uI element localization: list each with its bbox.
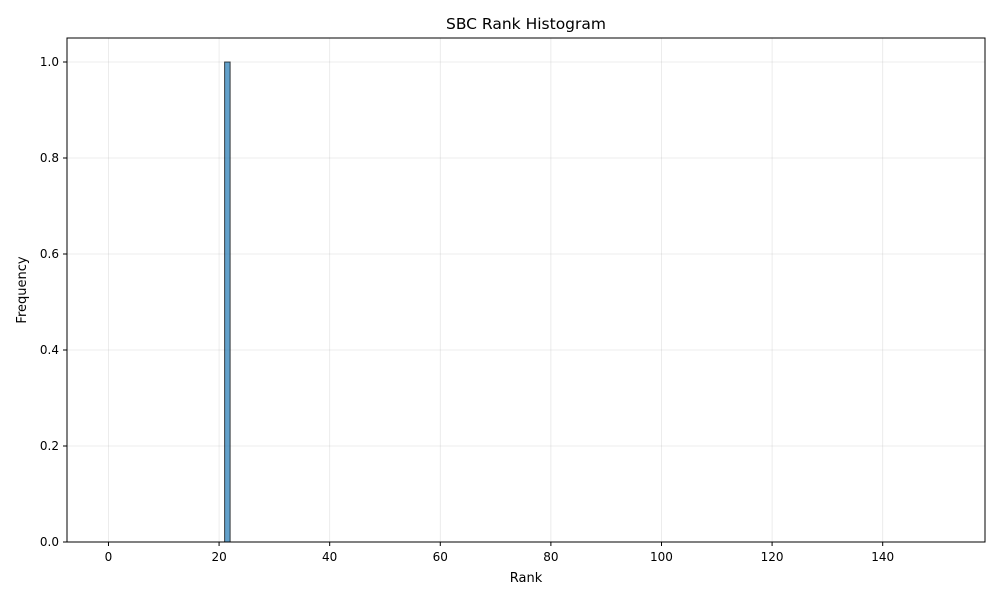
y-axis-label: Frequency	[15, 256, 30, 323]
x-tick-label: 140	[871, 550, 894, 564]
histogram-bar	[224, 61, 231, 543]
x-axis-label: Rank	[510, 571, 543, 586]
y-tick-label: 0.8	[40, 151, 59, 165]
x-tick-label: 120	[761, 550, 784, 564]
y-tick-label: 0.6	[40, 247, 59, 261]
x-tick-label: 0	[105, 550, 113, 564]
ticks: 0 20 40 60 80 100 120 140 0.0 0.2 0.4 0.6 0.8 1.0	[40, 55, 894, 564]
x-tick-label: 40	[322, 550, 337, 564]
chart-title: SBC Rank Histogram	[446, 15, 606, 33]
x-tick-label: 80	[543, 550, 558, 564]
y-tick-label: 0.4	[40, 343, 59, 357]
grid-lines	[67, 38, 985, 543]
x-tick-label: 60	[433, 550, 448, 564]
y-tick-label: 0.0	[40, 535, 59, 549]
x-tick-label: 100	[650, 550, 673, 564]
plot-frame	[66, 37, 986, 543]
y-tick-label: 1.0	[40, 55, 59, 69]
x-tick-label: 20	[211, 550, 226, 564]
y-tick-label: 0.2	[40, 439, 59, 453]
